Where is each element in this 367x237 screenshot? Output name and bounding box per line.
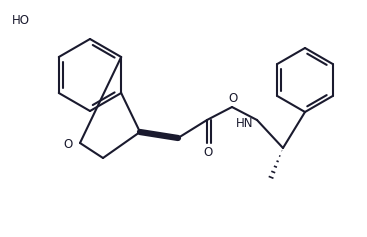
Text: HN: HN — [236, 117, 253, 129]
Text: HO: HO — [12, 14, 30, 27]
Text: O: O — [63, 137, 73, 150]
Text: O: O — [203, 146, 212, 160]
Text: O: O — [228, 91, 237, 105]
